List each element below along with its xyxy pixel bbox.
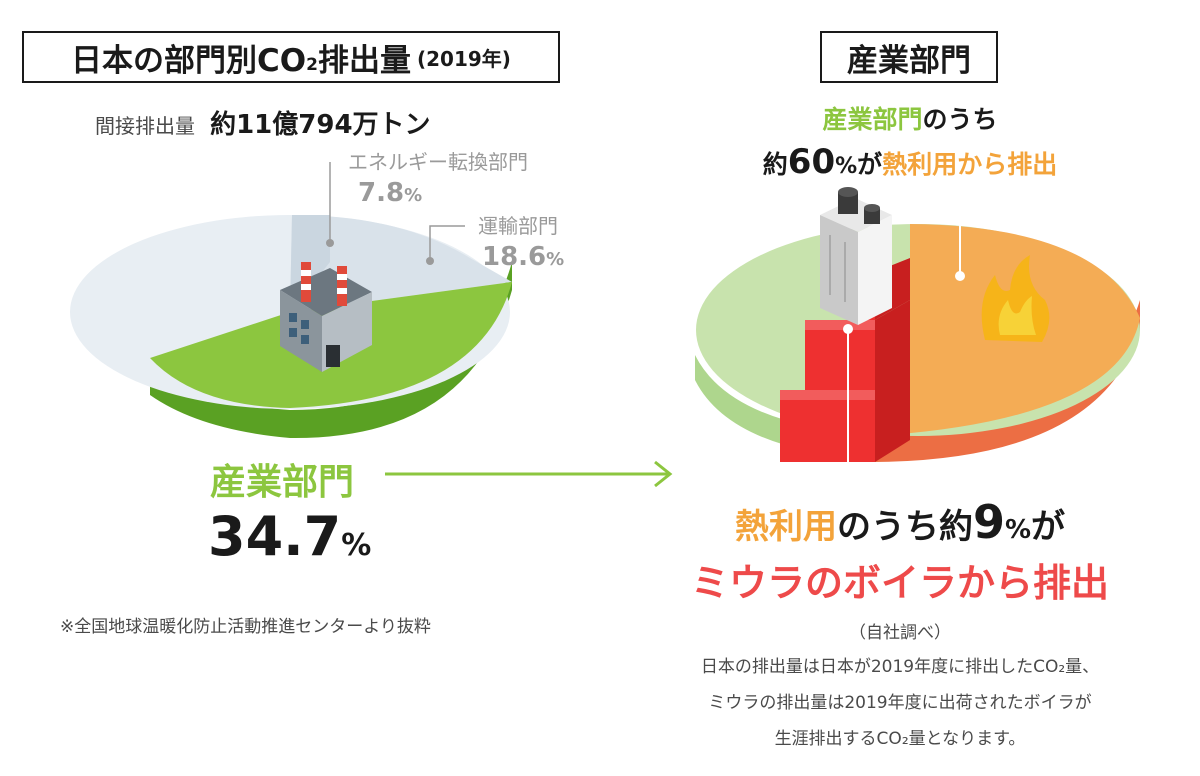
- miura-caption-number: 9: [972, 495, 1005, 549]
- emission-note-line3: 生涯排出するCO₂量となります。: [774, 729, 1026, 749]
- left-title-tail: 排出量: [318, 42, 411, 79]
- heat-callout-dot: [955, 271, 965, 281]
- left-title-box: 日本の部門別CO 2 排出量 (2019年): [22, 31, 560, 83]
- energy-callout-dot: [326, 239, 334, 247]
- indirect-emission-label: 間接排出量: [95, 114, 195, 138]
- heat-caption-approx: 約: [762, 150, 788, 179]
- industry-value-number: 34.7: [208, 505, 342, 568]
- left-title-subscript: 2: [306, 55, 318, 75]
- self-survey-note: （自社調べ）: [849, 623, 951, 643]
- miura-caption-of: のうち約: [836, 507, 973, 547]
- miura-caption-line1: 熱利用のうち約9%が: [680, 495, 1120, 549]
- boiler-icon: [820, 187, 892, 325]
- miura-caption-heat: 熱利用: [734, 507, 837, 547]
- transport-sector-label: 運輸部門: [478, 214, 558, 238]
- energy-value-number: 7.8: [358, 178, 405, 208]
- left-title-year: (2019年): [417, 46, 511, 71]
- left-title-main: 日本の部門別CO: [71, 42, 307, 79]
- indirect-emission-row: 間接排出量 約11億794万トン: [95, 104, 431, 141]
- industry-sector-label: 産業部門: [210, 462, 355, 503]
- emission-note-line1: 日本の排出量は日本が2019年度に排出したCO₂量、: [700, 657, 1100, 677]
- flame-icon: [981, 255, 1050, 342]
- factory-icon: [280, 262, 372, 372]
- energy-value-percent: %: [404, 185, 423, 206]
- right-title-box: 産業部門: [820, 31, 998, 83]
- indirect-emission-value: 約11億794万トン: [210, 110, 431, 140]
- miura-callout-dot: [843, 324, 853, 334]
- energy-sector-label: エネルギー転換部門: [348, 150, 528, 174]
- transport-sector-value: 18.6%: [482, 242, 564, 272]
- heat-caption-percent: %: [835, 154, 858, 179]
- miura-caption-ga: が: [1031, 507, 1066, 547]
- miura-caption-percent: %: [1004, 515, 1032, 545]
- miura-caption-line2: ミウラのボイラから排出: [690, 561, 1109, 605]
- industry-sector-value: 34.7%: [208, 505, 371, 568]
- heat-caption-industry: 産業部門: [822, 105, 923, 134]
- heat-caption-number: 60: [787, 142, 836, 182]
- industry-value-percent: %: [341, 528, 372, 563]
- source-note: ※全国地球温暖化防止活動推進センターより抜粋: [60, 617, 431, 637]
- transport-callout-line: [429, 225, 465, 260]
- energy-sector-value: 7.8%: [358, 178, 422, 208]
- right-title: 産業部門: [847, 42, 971, 79]
- panel-arrow-head: [654, 460, 673, 488]
- transport-value-number: 18.6: [482, 242, 547, 272]
- heat-caption-of: のうち: [922, 105, 998, 134]
- heat-use-caption-line2: 約60%が熱利用から排出: [720, 142, 1100, 182]
- transport-value-percent: %: [546, 249, 565, 270]
- transport-callout-dot: [426, 257, 434, 265]
- industry-slice-side: [150, 262, 512, 439]
- heat-use-caption-line1: 産業部門のうち: [760, 100, 1060, 136]
- heat-caption-source: 熱利用から排出: [882, 150, 1058, 179]
- heat-caption-ga: が: [857, 150, 883, 179]
- emission-note-line2: ミウラの排出量は2019年度に出荷されたボイラが: [708, 693, 1092, 713]
